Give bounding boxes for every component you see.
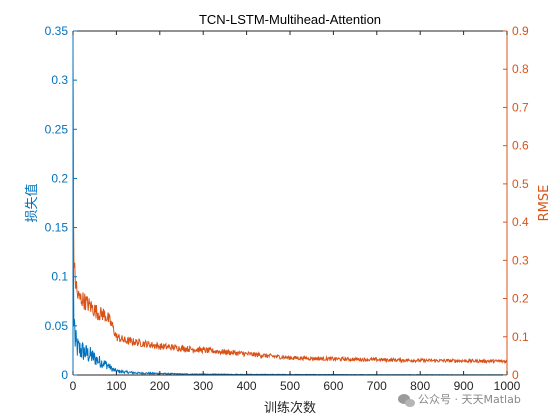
- y-axis-left-label: 损失值: [24, 183, 40, 222]
- y-right-tick-label: 0.6: [512, 139, 529, 153]
- x-tick-label: 100: [106, 379, 126, 393]
- y-right-tick-label: 0.1: [512, 330, 529, 344]
- y-left-tick-label: 0: [61, 368, 68, 382]
- x-tick-label: 400: [237, 379, 257, 393]
- y-right-tick-label: 0.2: [512, 292, 529, 306]
- x-axis-label: 训练次数: [264, 400, 316, 416]
- x-tick-label: 200: [150, 379, 170, 393]
- y-right-tick-label: 0.7: [512, 100, 529, 114]
- wechat-icon: [398, 394, 415, 407]
- chart-title: TCN-LSTM-Multihead-Attention: [199, 12, 381, 27]
- y-left-tick-label: 0.15: [45, 221, 69, 235]
- y-left-tick-label: 0.25: [45, 122, 69, 136]
- x-tick-label: 900: [454, 379, 474, 393]
- y-axis-right-label: RMSE: [537, 185, 552, 222]
- x-tick-label: 500: [280, 379, 300, 393]
- y-left-tick-label: 0.1: [51, 270, 68, 284]
- tick-layer: 0 100 200 300 400 500 600 700 800 900 100000.050.1…: [45, 24, 529, 393]
- x-tick-label: 300: [193, 379, 213, 393]
- x-tick-label: 0: [70, 379, 77, 393]
- x-tick-label: 700: [367, 379, 387, 393]
- y-left-tick-label: 0.05: [45, 319, 69, 333]
- y-right-tick-label: 0.3: [512, 253, 529, 267]
- y-right-tick-label: 0.4: [512, 215, 529, 229]
- watermark-text: 公众号 · 天天Matlab: [418, 393, 521, 406]
- y-left-tick-label: 0.3: [51, 73, 68, 87]
- y-right-tick-label: 0.9: [512, 24, 529, 38]
- y-left-tick-label: 0.35: [45, 24, 69, 38]
- x-tick-label: 600: [323, 379, 343, 393]
- plot-area: [73, 31, 507, 375]
- x-tick-label: 800: [410, 379, 430, 393]
- y-right-tick-label: 0.5: [512, 177, 529, 191]
- y-left-tick-label: 0.2: [51, 171, 68, 185]
- y-right-tick-label: 0.8: [512, 62, 529, 76]
- x-tick-label: 1000: [494, 379, 521, 393]
- series-line-rmse: [72, 50, 508, 365]
- watermark: 公众号 · 天天Matlab: [398, 393, 521, 407]
- y-right-tick-label: 0: [512, 368, 519, 382]
